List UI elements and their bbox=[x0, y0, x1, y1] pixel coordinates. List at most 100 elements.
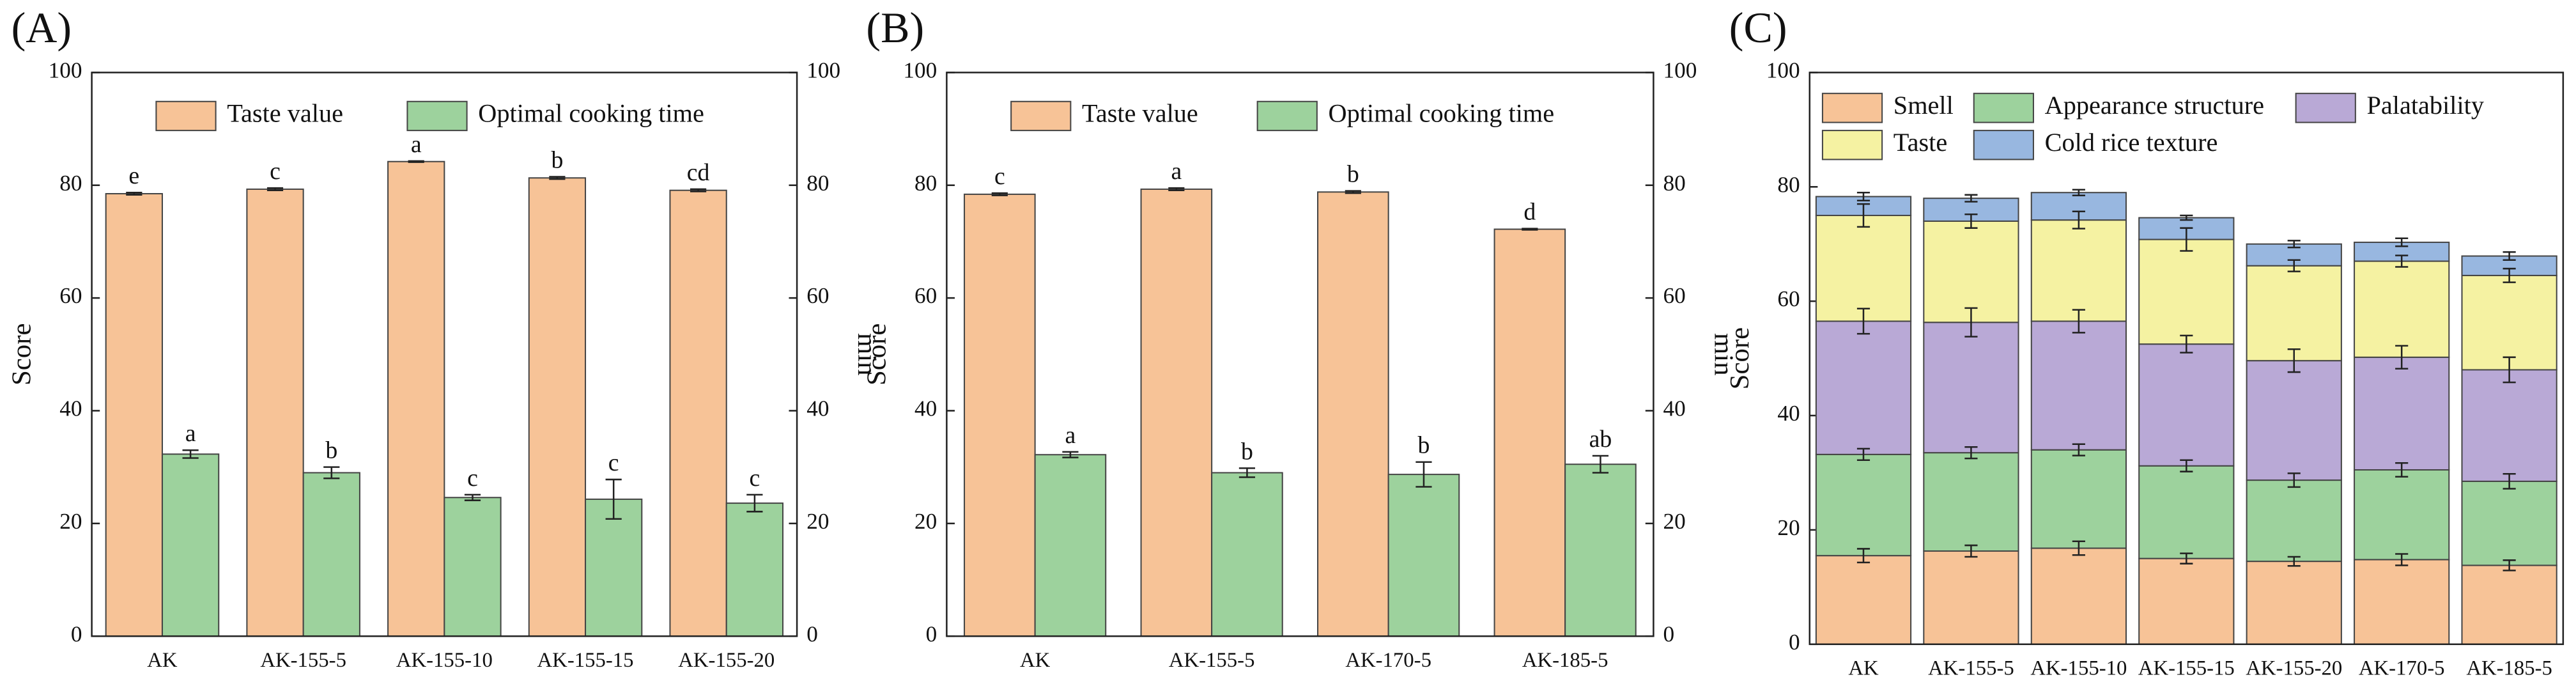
significance-letter: a bbox=[185, 420, 196, 447]
plot-frame bbox=[946, 72, 1654, 637]
y-axis-label: Score bbox=[7, 323, 37, 385]
y-tick-label: 40 bbox=[1777, 401, 1800, 426]
significance-letter: a bbox=[1171, 158, 1182, 185]
bar-segment bbox=[2354, 469, 2450, 561]
significance-letter: c bbox=[994, 163, 1005, 190]
bar-segment bbox=[2030, 547, 2127, 645]
y-tick-label: 0 bbox=[71, 621, 82, 646]
legend-label: Optimal cooking time bbox=[1328, 99, 1554, 128]
y-tick-label: 40 bbox=[59, 396, 82, 421]
bar bbox=[1034, 454, 1107, 637]
significance-letter: ab bbox=[1589, 426, 1612, 453]
legend-swatch bbox=[1821, 93, 1883, 123]
y-tick-label: 0 bbox=[1789, 630, 1800, 655]
y-tick-label: 20 bbox=[914, 509, 937, 534]
bar bbox=[302, 472, 360, 637]
y2-tick-label: 80 bbox=[1663, 171, 1686, 196]
bar-segment bbox=[1815, 453, 1912, 557]
significance-letter: b bbox=[551, 147, 563, 174]
bar-segment bbox=[1923, 322, 2019, 454]
legend-label: Taste value bbox=[227, 99, 343, 128]
y-tick-label: 80 bbox=[1777, 172, 1800, 197]
x-tick-label: AK-170-5 bbox=[1345, 649, 1431, 672]
y2-tick-label: 40 bbox=[806, 396, 829, 421]
bar-segment bbox=[1815, 320, 1912, 455]
y-tick-label: 60 bbox=[59, 283, 82, 308]
bar bbox=[161, 453, 220, 637]
significance-letter: b bbox=[1347, 161, 1359, 188]
y2-tick-label: 60 bbox=[806, 283, 829, 308]
y-tick-label: 100 bbox=[1766, 58, 1800, 83]
y2-tick-label: 0 bbox=[1663, 621, 1675, 646]
x-tick-label: AK-155-5 bbox=[1169, 649, 1255, 672]
significance-letter: c bbox=[749, 465, 760, 492]
bar-segment bbox=[2354, 559, 2450, 645]
bar-segment bbox=[1923, 550, 2019, 645]
plot-frame bbox=[91, 72, 798, 637]
y2-tick-label: 20 bbox=[1663, 509, 1686, 534]
significance-letter: a bbox=[411, 131, 422, 158]
bar bbox=[387, 160, 445, 637]
panel-title: (C) bbox=[1729, 3, 1787, 52]
y-tick-label: 100 bbox=[49, 58, 82, 83]
bar-segment bbox=[2354, 260, 2450, 358]
x-tick-label: AK-155-5 bbox=[260, 649, 346, 672]
legend-label: Appearance structure bbox=[2045, 91, 2264, 120]
bar-segment bbox=[2461, 274, 2557, 371]
y2-tick-label: 60 bbox=[1663, 283, 1686, 308]
y-tick-label: 40 bbox=[914, 396, 937, 421]
legend-label: Smell bbox=[1893, 91, 1954, 120]
significance-letter: b bbox=[325, 437, 337, 464]
legend-swatch bbox=[1256, 100, 1318, 132]
bar bbox=[1493, 228, 1566, 637]
y-tick-label: 80 bbox=[914, 171, 937, 196]
bar-segment bbox=[2030, 219, 2127, 322]
bar bbox=[725, 502, 784, 637]
bar-segment bbox=[2246, 360, 2342, 481]
bar-segment bbox=[2461, 369, 2557, 482]
legend-swatch bbox=[1821, 130, 1883, 160]
bar bbox=[585, 498, 643, 637]
bar bbox=[528, 177, 587, 637]
bar-segment bbox=[2246, 479, 2342, 563]
bar bbox=[1211, 472, 1283, 637]
bar-segment bbox=[2138, 238, 2235, 345]
significance-letter: b bbox=[1418, 432, 1430, 459]
bar-segment bbox=[2461, 564, 2557, 645]
legend-label: Taste value bbox=[1082, 99, 1198, 128]
y2-axis-label: min bbox=[1708, 333, 1738, 376]
y-tick-label: 20 bbox=[59, 509, 82, 534]
y-tick-label: 20 bbox=[1777, 515, 1800, 540]
bar-segment bbox=[1923, 452, 2019, 552]
legend-label: Optimal cooking time bbox=[478, 99, 704, 128]
y2-tick-label: 100 bbox=[1663, 58, 1697, 83]
bar-segment bbox=[2138, 557, 2235, 645]
significance-letter: cd bbox=[687, 159, 710, 186]
y2-tick-label: 100 bbox=[806, 58, 840, 83]
y-axis-label: Score bbox=[1725, 327, 1755, 389]
bar bbox=[1564, 463, 1637, 637]
x-tick-label: AK-155-15 bbox=[537, 649, 634, 672]
bar bbox=[105, 192, 163, 637]
bar-segment bbox=[1815, 214, 1912, 322]
bar-segment bbox=[2138, 343, 2235, 467]
legend-label: Palatability bbox=[2366, 91, 2484, 120]
bar-segment bbox=[2030, 320, 2127, 451]
x-tick-label: AK-185-5 bbox=[1522, 649, 1608, 672]
bar bbox=[1387, 474, 1460, 637]
bar bbox=[443, 497, 502, 637]
x-tick-label: AK-155-5 bbox=[1928, 657, 2014, 680]
plot-frame bbox=[1809, 72, 2564, 646]
panel-title: (B) bbox=[866, 3, 924, 52]
y2-tick-label: 20 bbox=[806, 509, 829, 534]
y2-tick-label: 0 bbox=[806, 621, 818, 646]
bar-segment bbox=[2246, 265, 2342, 362]
bar-segment bbox=[1923, 220, 2019, 323]
legend-swatch bbox=[2295, 93, 2356, 123]
x-tick-label: AK-170-5 bbox=[2359, 657, 2445, 680]
significance-letter: c bbox=[467, 465, 478, 492]
bar bbox=[246, 188, 304, 637]
y-tick-label: 100 bbox=[903, 58, 937, 83]
